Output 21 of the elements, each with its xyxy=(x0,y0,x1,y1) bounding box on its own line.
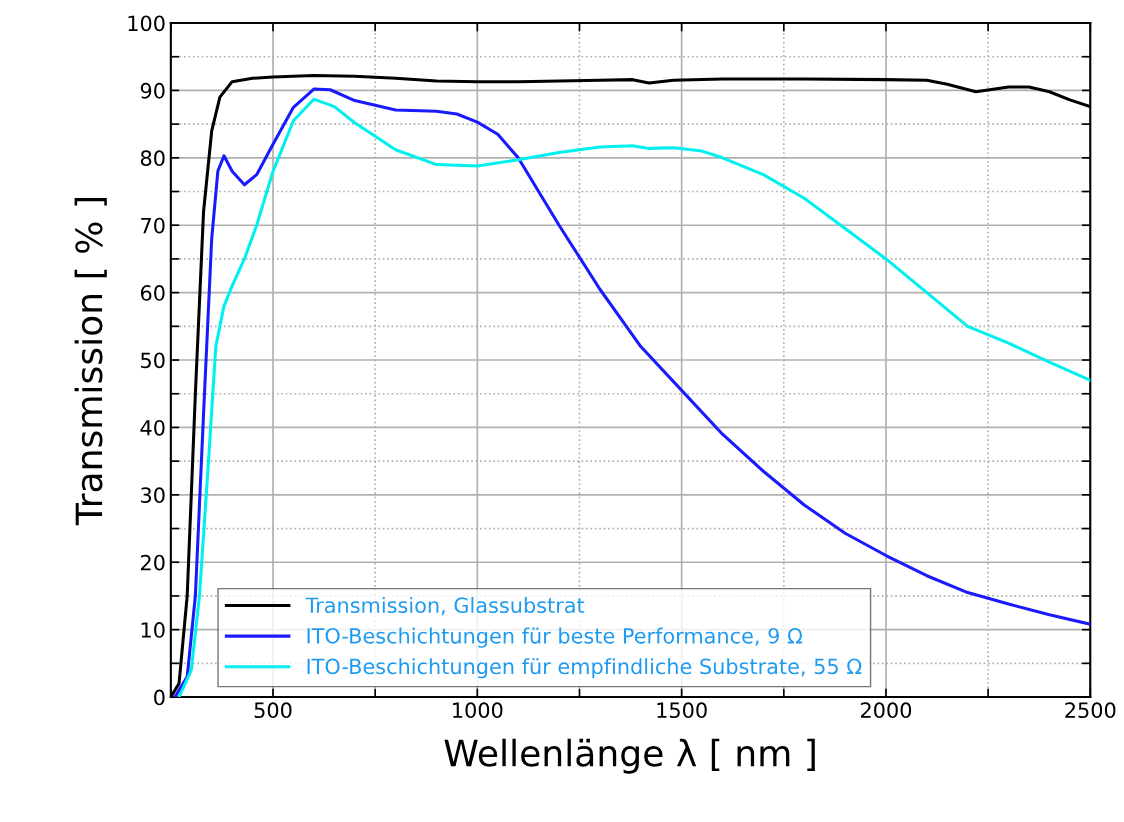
y-tick-label: 50 xyxy=(141,352,165,369)
x-tick-label: 1000 xyxy=(453,702,503,719)
legend-label: ITO-Beschichtungen für empfindliche Substrate, 55 Ω xyxy=(307,658,862,679)
x-tick-label: 1500 xyxy=(657,702,707,719)
y-tick-label: 30 xyxy=(141,487,165,504)
y-tick-label: 20 xyxy=(141,554,165,571)
legend-label: Transmission, Glassubstrat xyxy=(305,596,585,616)
y-tick-label: 100 xyxy=(128,15,165,32)
y-tick-label: 0 xyxy=(154,689,165,706)
y-tick-label: 80 xyxy=(140,150,165,167)
x-tick-label: 500 xyxy=(254,702,292,719)
x-tick-label: 2000 xyxy=(860,702,912,719)
y-tick-label: 40 xyxy=(140,419,165,436)
y-tick-label: 10 xyxy=(141,622,165,638)
y-tick-label: 90 xyxy=(140,82,165,99)
legend-label: ITO-Beschichtungen für beste Performance, 9 Ω xyxy=(307,627,803,648)
y-axis-title: Transmission [ % ] xyxy=(74,198,107,526)
y-tick-label: 70 xyxy=(141,217,165,234)
y-tick-label: 60 xyxy=(140,285,165,301)
x-tick-label: 2500 xyxy=(1065,702,1116,719)
x-axis-title: Wellenlänge λ [ nm ] xyxy=(444,738,815,774)
